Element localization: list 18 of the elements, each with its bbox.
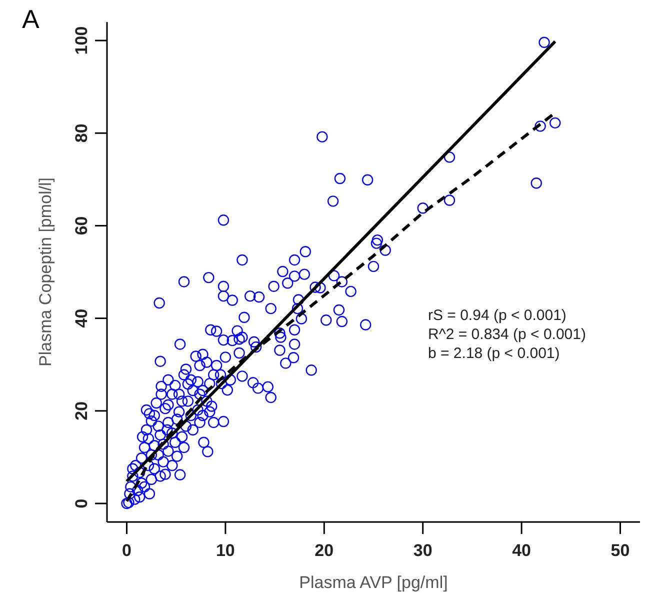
annotation: rS = 0.94 (p < 0.001) — [428, 307, 566, 324]
x-tick-label: 30 — [413, 541, 432, 560]
chart-title: A — [22, 4, 40, 34]
x-tick-label: 20 — [314, 541, 334, 560]
annotation: b = 2.18 (p < 0.001) — [428, 345, 560, 362]
y-tick-label: 20 — [72, 401, 91, 420]
y-tick-label: 100 — [72, 26, 91, 55]
y-tick-label: 80 — [72, 124, 91, 143]
y-tick-label: 0 — [72, 498, 91, 508]
x-axis-title: Plasma AVP [pg/ml] — [299, 573, 448, 592]
y-tick-label: 40 — [72, 308, 91, 328]
y-axis-title: Plasma Copeptin [pmol/l] — [36, 178, 55, 366]
x-tick-label: 50 — [610, 541, 630, 560]
y-tick-label: 60 — [72, 216, 91, 236]
x-tick-label: 0 — [122, 541, 132, 560]
x-tick-label: 10 — [216, 541, 235, 560]
x-tick-label: 40 — [512, 541, 532, 560]
annotation: R^2 = 0.834 (p < 0.001) — [428, 326, 586, 343]
